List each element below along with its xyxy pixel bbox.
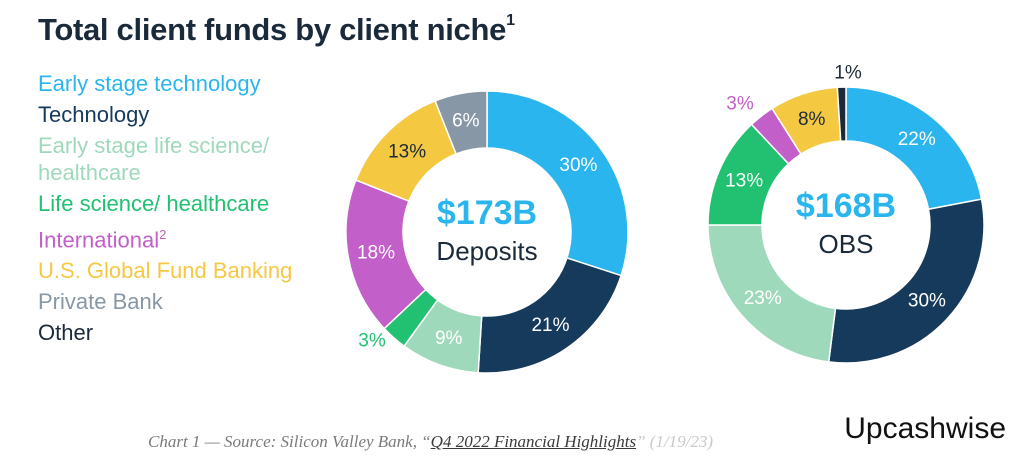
center-label: OBS (819, 229, 874, 259)
legend-item: International2 (38, 227, 167, 253)
center-value: $168B (796, 187, 896, 225)
donut-slice (827, 198, 985, 364)
center-value: $173B (437, 194, 537, 232)
slice-label: 3% (358, 331, 386, 352)
donut-slice (707, 224, 837, 363)
donut-slice (486, 90, 629, 277)
donut-slice (836, 86, 847, 142)
legend-item: Early stage life science/ healthcare (38, 133, 270, 185)
legend-item: Technology (38, 102, 150, 127)
source-caption: Chart 1 — Source: Silicon Valley Bank, “… (148, 432, 714, 451)
slice-label: 23% (744, 288, 782, 309)
slice-label: 30% (908, 290, 946, 311)
legend-item: Life science/ healthcare (38, 191, 270, 216)
legend-item: Private Bank (38, 289, 163, 315)
brand-watermark: Upcashwise (840, 412, 1010, 446)
legend-item: Early stage technology (38, 71, 261, 96)
donut-slice (434, 90, 488, 155)
slice-label: 30% (559, 155, 597, 176)
legend-item: U.S. Global Fund Banking (38, 258, 293, 284)
center-label: Deposits (436, 236, 537, 266)
slice-label: 13% (388, 142, 426, 163)
slice-label: 1% (834, 63, 862, 84)
chart-title: Total client funds by client niche1 (38, 11, 515, 47)
slice-label: 3% (726, 94, 754, 115)
slice-label: 8% (798, 109, 826, 130)
source-link[interactable]: Q4 2022 Financial Highlights (430, 432, 637, 451)
legend: Early stage technology Technology Early st… (38, 70, 338, 350)
slice-label: 21% (531, 315, 569, 336)
slice-label: 9% (435, 328, 463, 349)
slice-label: 6% (452, 111, 480, 132)
legend-item: Other (38, 320, 94, 346)
slice-label: 18% (357, 243, 395, 264)
slice-label: 22% (898, 129, 936, 150)
slice-label: 13% (725, 170, 763, 191)
